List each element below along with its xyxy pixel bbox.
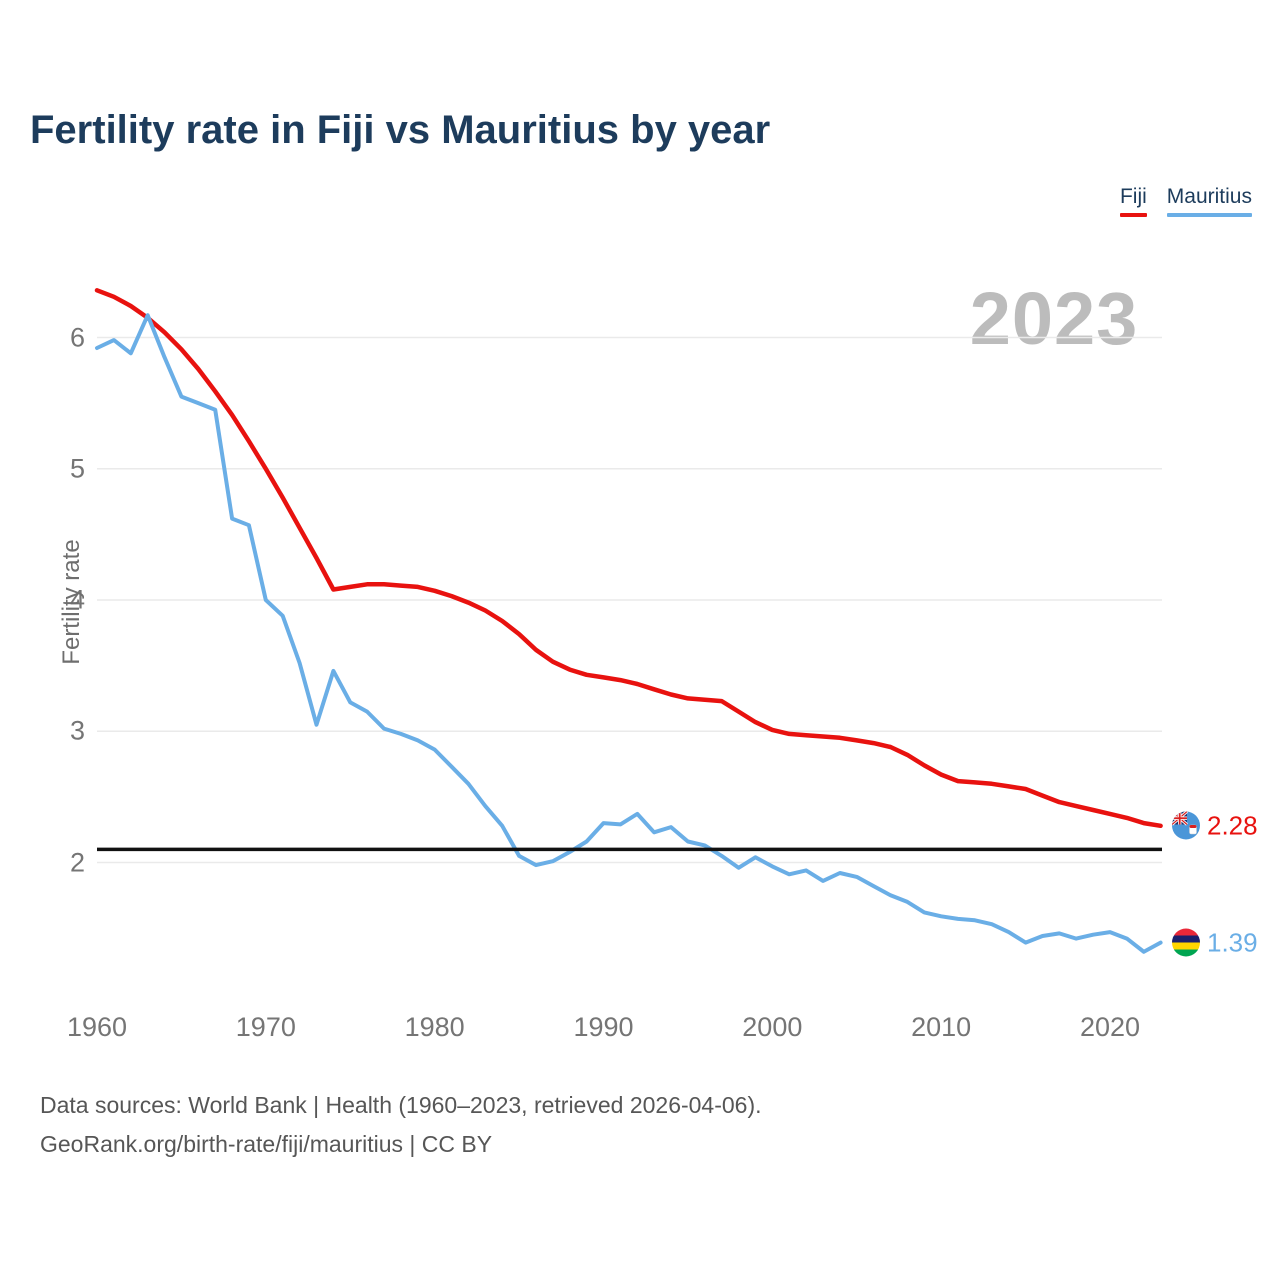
fiji-line [94,288,1163,829]
mauritius-end-label: 1.39 [1172,927,1258,958]
y-tick-6: 6 [69,322,85,352]
watermark-year: 2023 [969,277,1139,360]
mauritius-end-value: 1.39 [1207,927,1258,958]
mauritius-flag-icon [1172,928,1200,957]
fiji-end-value: 2.28 [1207,810,1258,841]
legend: Fiji Mauritius [1119,185,1252,217]
x-tick-1970: 1970 [235,1012,296,1042]
fiji-flag-icon [1172,811,1200,840]
page-title: Fertility rate in Fiji vs Mauritius by y… [30,108,771,152]
fiji-end-label: 2.28 [1172,810,1258,841]
legend-item-mauritius[interactable]: Mauritius [1166,185,1252,217]
x-tick-1960: 1960 [66,1012,128,1042]
x-tick-2020: 2020 [1079,1012,1141,1042]
legend-underline-mauritius [1166,213,1252,217]
legend-label-fiji: Fiji [1119,185,1147,208]
legend-label-mauritius: Mauritius [1166,185,1252,208]
y-tick-4: 4 [69,584,85,615]
x-tick-2000: 2000 [742,1012,803,1042]
legend-item-fiji[interactable]: Fiji [1119,185,1147,217]
footer-sources: Data sources: World Bank | Health (1960–… [40,1092,762,1118]
footer-link: GeoRank.org/birth-rate/fiji/mauritius | … [40,1131,493,1157]
y-tick-2: 2 [69,847,85,877]
y-tick-3: 3 [69,715,85,746]
y-tick-5: 5 [69,453,85,484]
mauritius-line [95,313,1163,954]
legend-underline-fiji [1119,213,1147,217]
gridlines [97,336,1162,864]
x-tick-1980: 1980 [404,1012,465,1042]
y-axis-title: Fertility rate [58,539,85,665]
x-tick-1990: 1990 [573,1012,634,1042]
footer-attribution: Data sources: World Bank | Health (1960–… [40,1086,762,1164]
x-tick-2010: 2010 [911,1012,972,1042]
data-series [94,288,1163,954]
